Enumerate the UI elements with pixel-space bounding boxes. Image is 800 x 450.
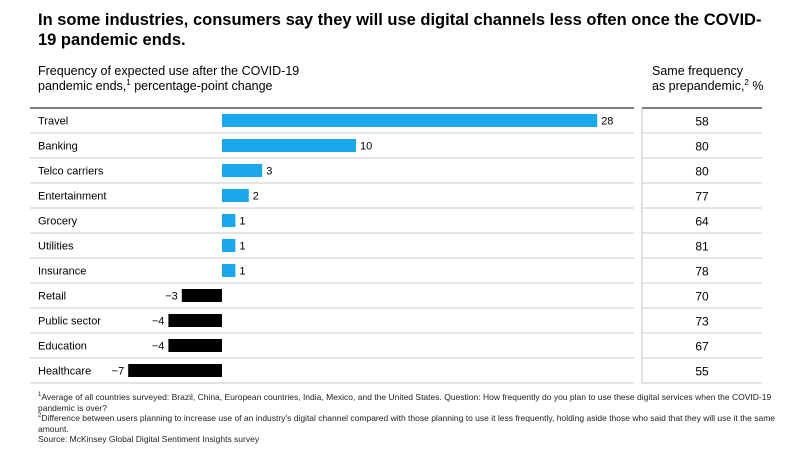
bar	[222, 239, 236, 252]
bar-value-label: −4	[152, 316, 165, 328]
bar-value-label: 1	[239, 266, 245, 278]
right-header-footnote-marker: 2	[744, 77, 749, 87]
bar-value-label: 3	[266, 166, 272, 178]
bar-value-label: 1	[239, 216, 245, 228]
chart-title: In some industries, consumers say they w…	[38, 11, 762, 49]
bar	[128, 364, 222, 377]
bar	[168, 314, 222, 327]
left-header-footnote-marker: 1	[126, 77, 131, 87]
right-header-line1: Same frequency	[652, 64, 744, 78]
bar	[168, 339, 222, 352]
same-frequency-value: 80	[695, 140, 709, 154]
bar-value-label: 2	[253, 191, 259, 203]
right-column-header: Same frequency as prepandemic,2 %	[652, 64, 792, 94]
bar	[222, 164, 263, 177]
category-label: Retail	[38, 291, 66, 303]
left-column-header: Frequency of expected use after the COVI…	[38, 64, 338, 94]
source-note: Source: McKinsey Global Digital Sentimen…	[38, 434, 260, 444]
category-label: Healthcare	[38, 366, 91, 378]
footnote-1: 1Average of all countries surveyed: Braz…	[38, 392, 772, 413]
bar	[222, 114, 598, 127]
bar	[222, 264, 236, 277]
bar-value-label: 1	[239, 241, 245, 253]
category-label: Telco carriers	[38, 166, 104, 178]
bar-value-label: −3	[165, 291, 178, 303]
same-frequency-value: 55	[695, 365, 709, 379]
bar	[222, 189, 249, 202]
same-frequency-value: 77	[695, 190, 709, 204]
same-frequency-value: 58	[695, 115, 709, 129]
bar-value-label: −4	[152, 341, 165, 353]
bar-value-label: −7	[112, 366, 125, 378]
bar-value-label: 28	[601, 116, 613, 128]
category-label: Education	[38, 341, 87, 353]
bar-chart: Travel 28 58 Banking 10 80 Telco carriers 3 80 En…	[30, 107, 762, 384]
right-header-line2: as prepandemic,2 %	[652, 77, 764, 93]
same-frequency-value: 70	[695, 290, 709, 304]
footnotes: 1Average of all countries surveyed: Braz…	[38, 392, 778, 445]
bar	[181, 289, 222, 302]
bar	[222, 214, 236, 227]
category-label: Entertainment	[38, 191, 106, 203]
category-label: Insurance	[38, 266, 86, 278]
same-frequency-value: 81	[695, 240, 709, 254]
category-label: Public sector	[38, 316, 101, 328]
same-frequency-value: 67	[695, 340, 709, 354]
category-label: Travel	[38, 116, 68, 128]
bar-value-label: 10	[360, 141, 372, 153]
same-frequency-value: 73	[695, 315, 709, 329]
category-label: Grocery	[38, 216, 78, 228]
left-header-line2: pandemic ends,1 percentage-point change	[38, 77, 273, 93]
footnote-2: 2Difference between users planning to in…	[38, 413, 776, 434]
left-header-line1: Frequency of expected use after the COVI…	[38, 64, 300, 78]
same-frequency-value: 64	[695, 215, 709, 229]
same-frequency-value: 80	[695, 165, 709, 179]
category-label: Utilities	[38, 241, 74, 253]
same-frequency-value: 78	[695, 265, 709, 279]
bar	[222, 139, 356, 152]
category-label: Banking	[38, 141, 78, 153]
